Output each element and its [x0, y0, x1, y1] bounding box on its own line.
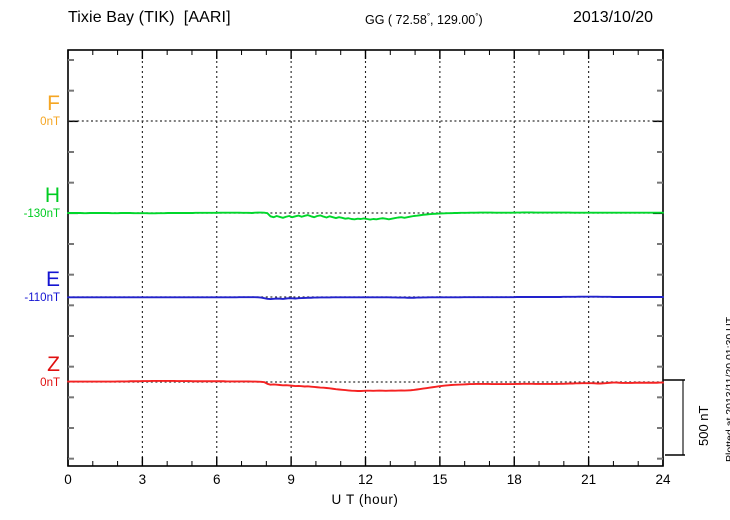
component-baseline-e: -110nT	[24, 292, 60, 304]
x-tick-label-12: 12	[357, 472, 374, 487]
component-letter-f: F	[47, 92, 60, 115]
plotted-at-caption: Plotted at 2013/11/20 01:30 UT	[724, 316, 730, 462]
x-axis-label: U T (hour)	[0, 492, 730, 507]
degree-symbol-lat: °	[426, 12, 431, 21]
component-label-f: F 0nT	[0, 93, 60, 129]
geographic-coordinates: GG ( 72.58°, 129.00°)	[365, 12, 483, 27]
page-title: Tixie Bay (TIK) [AARI]	[68, 9, 231, 26]
x-tick-label-3: 3	[138, 472, 147, 487]
coords-lat-prefix: GG ( 72.58	[365, 13, 427, 28]
x-tick-label-24: 24	[655, 472, 671, 487]
x-tick-label-15: 15	[432, 472, 448, 487]
trace-z	[67, 380, 664, 392]
trace-e	[67, 295, 664, 301]
observation-date: 2013/10/20	[573, 9, 654, 26]
component-label-h: H -130nT	[0, 185, 60, 221]
component-letter-z: Z	[47, 353, 60, 376]
component-baseline-z: 0nT	[40, 377, 60, 389]
component-label-z: Z 0nT	[0, 354, 60, 390]
component-letter-e: E	[45, 268, 60, 291]
x-tick-label-9: 9	[287, 472, 295, 487]
x-tick-label-6: 6	[212, 472, 221, 487]
component-label-e: E -110nT	[0, 269, 60, 305]
x-axis-label-text: U T (hour)	[331, 492, 399, 507]
x-tick-label-0: 0	[64, 472, 72, 487]
coords-suffix: )	[478, 13, 483, 28]
degree-symbol-lon: °	[475, 12, 479, 21]
scale-bar-label: 500 nT	[696, 405, 711, 446]
x-tick-label-21: 21	[581, 472, 597, 487]
component-letter-h: H	[44, 184, 60, 207]
trace-h	[67, 211, 664, 221]
coords-lon: , 129.00	[430, 13, 476, 28]
component-baseline-f: 0nT	[40, 116, 60, 128]
x-tick-label-18: 18	[506, 472, 522, 487]
component-baseline-h: -130nT	[23, 208, 60, 220]
